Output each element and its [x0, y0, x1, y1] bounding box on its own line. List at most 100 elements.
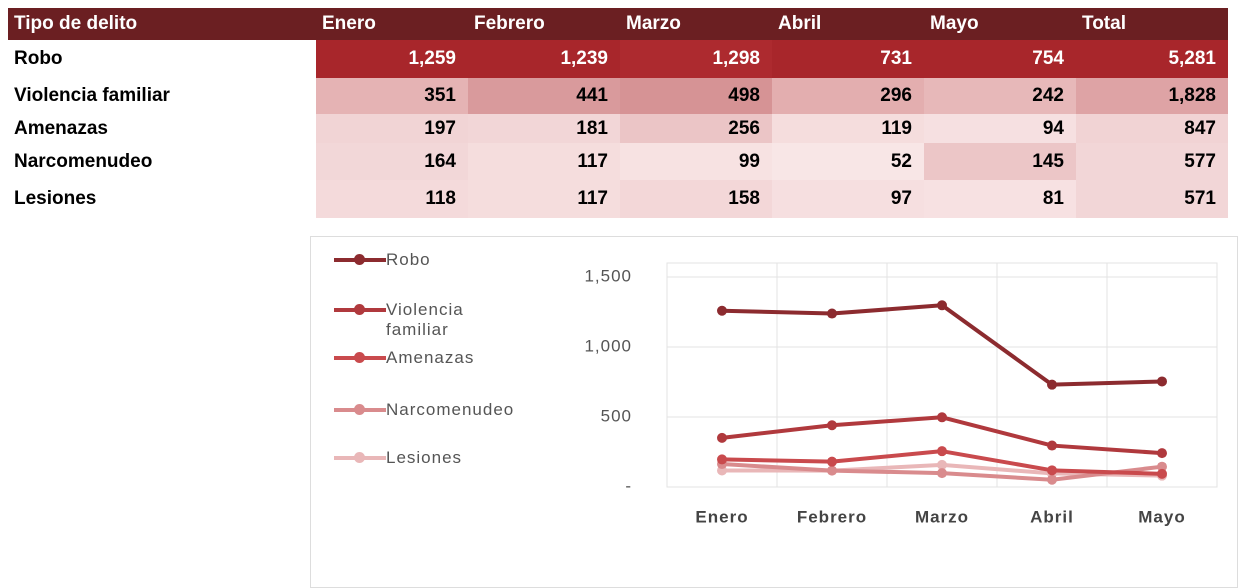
- value-cell: 256: [620, 114, 772, 143]
- point: [827, 308, 837, 319]
- table-row: Amenazas 197 181 256 119 94 847: [8, 114, 1228, 143]
- point: [1047, 379, 1057, 390]
- legend-item: Violencia familiar: [334, 300, 504, 340]
- legend-label: Amenazas: [386, 348, 475, 367]
- row-label: Violencia familiar: [8, 78, 316, 114]
- value-cell: 1,239: [468, 40, 620, 78]
- legend-dot: [354, 254, 365, 265]
- row-label: Lesiones: [8, 180, 316, 218]
- header-cell: Abril: [772, 8, 924, 40]
- x-tick-label: Mayo: [1138, 507, 1185, 526]
- value-cell: 145: [924, 143, 1076, 180]
- value-cell: 571: [1076, 180, 1228, 218]
- value-cell: 242: [924, 78, 1076, 114]
- legend-dot: [354, 304, 365, 315]
- value-cell: 731: [772, 40, 924, 78]
- value-cell: 52: [772, 143, 924, 180]
- point: [1047, 465, 1057, 476]
- table-row: Violencia familiar 351 441 498 296 242 1,828: [8, 78, 1228, 114]
- point: [827, 465, 837, 476]
- legend-dot: [354, 452, 365, 463]
- legend-swatch: [334, 448, 386, 468]
- legend-swatch: [334, 400, 386, 420]
- legend-item: Robo: [334, 250, 504, 270]
- crime-table: Tipo de delito Enero Febrero Marzo Abril Mayo…: [8, 8, 1228, 218]
- y-tick-label: 1,000: [584, 336, 632, 355]
- series-line: [721, 303, 1163, 387]
- legend-label: Narcomenudeo: [386, 400, 515, 419]
- value-cell: 117: [468, 143, 620, 180]
- value-cell: 296: [772, 78, 924, 114]
- value-cell: 81: [924, 180, 1076, 218]
- point: [1157, 461, 1167, 472]
- value-cell: 99: [620, 143, 772, 180]
- value-cell: 577: [1076, 143, 1228, 180]
- value-cell: 1,828: [1076, 78, 1228, 114]
- legend-item: Amenazas: [334, 348, 504, 368]
- legend-swatch: [334, 250, 386, 270]
- row-label: Amenazas: [8, 114, 316, 143]
- point: [827, 420, 837, 431]
- x-tick-label: Febrero: [797, 507, 867, 526]
- header-row: Tipo de delito Enero Febrero Marzo Abril Mayo…: [8, 8, 1228, 40]
- legend-dot: [354, 352, 365, 363]
- header-cell: Tipo de delito: [8, 8, 316, 40]
- value-cell: 117: [468, 180, 620, 218]
- point: [827, 456, 837, 467]
- point: [1157, 468, 1167, 479]
- point: [717, 305, 727, 316]
- value-cell: 441: [468, 78, 620, 114]
- point: [937, 468, 947, 479]
- value-cell: 118: [316, 180, 468, 218]
- value-cell: 1,298: [620, 40, 772, 78]
- value-cell: 94: [924, 114, 1076, 143]
- value-cell: 1,259: [316, 40, 468, 78]
- value-cell: 351: [316, 78, 468, 114]
- value-cell: 158: [620, 180, 772, 218]
- x-tick-label: Marzo: [915, 507, 969, 526]
- row-label: Robo: [8, 40, 316, 78]
- legend-swatch: [334, 300, 386, 320]
- legend-swatch: [334, 348, 386, 368]
- value-cell: 498: [620, 78, 772, 114]
- legend-label: Lesiones: [386, 448, 463, 467]
- y-tick-label: 500: [601, 406, 632, 425]
- point: [1157, 376, 1167, 387]
- header-cell: Marzo: [620, 8, 772, 40]
- point: [937, 459, 947, 470]
- point: [1047, 474, 1057, 485]
- table-row: Lesiones 118 117 158 97 81 571: [8, 180, 1228, 218]
- x-tick-label: Abril: [1030, 507, 1074, 526]
- row-label: Narcomenudeo: [8, 143, 316, 180]
- point: [717, 454, 727, 465]
- value-cell: 164: [316, 143, 468, 180]
- value-cell: 754: [924, 40, 1076, 78]
- value-cell: 181: [468, 114, 620, 143]
- legend-label: Robo: [386, 250, 431, 269]
- legend-item: Narcomenudeo: [334, 400, 515, 420]
- value-cell: 197: [316, 114, 468, 143]
- point: [1157, 448, 1167, 459]
- point: [1047, 440, 1057, 451]
- value-cell: 847: [1076, 114, 1228, 143]
- legend-item: Lesiones: [334, 448, 504, 468]
- header-cell: Enero: [316, 8, 468, 40]
- value-cell: 5,281: [1076, 40, 1228, 78]
- table-row: Robo 1,259 1,239 1,298 731 754 5,281: [8, 40, 1228, 78]
- x-tick-label: Enero: [695, 507, 748, 526]
- value-cell: 97: [772, 180, 924, 218]
- point: [937, 446, 947, 457]
- header-cell: Total: [1076, 8, 1228, 40]
- y-tick-label: -: [625, 476, 632, 495]
- header-cell: Mayo: [924, 8, 1076, 40]
- point: [937, 300, 947, 311]
- legend-label: Violencia familiar: [386, 300, 464, 339]
- legend-dot: [354, 404, 365, 415]
- point: [937, 412, 947, 423]
- table-row: Narcomenudeo 164 117 99 52 145 577: [8, 143, 1228, 180]
- y-tick-label: 1,500: [584, 266, 632, 285]
- value-cell: 119: [772, 114, 924, 143]
- header-cell: Febrero: [468, 8, 620, 40]
